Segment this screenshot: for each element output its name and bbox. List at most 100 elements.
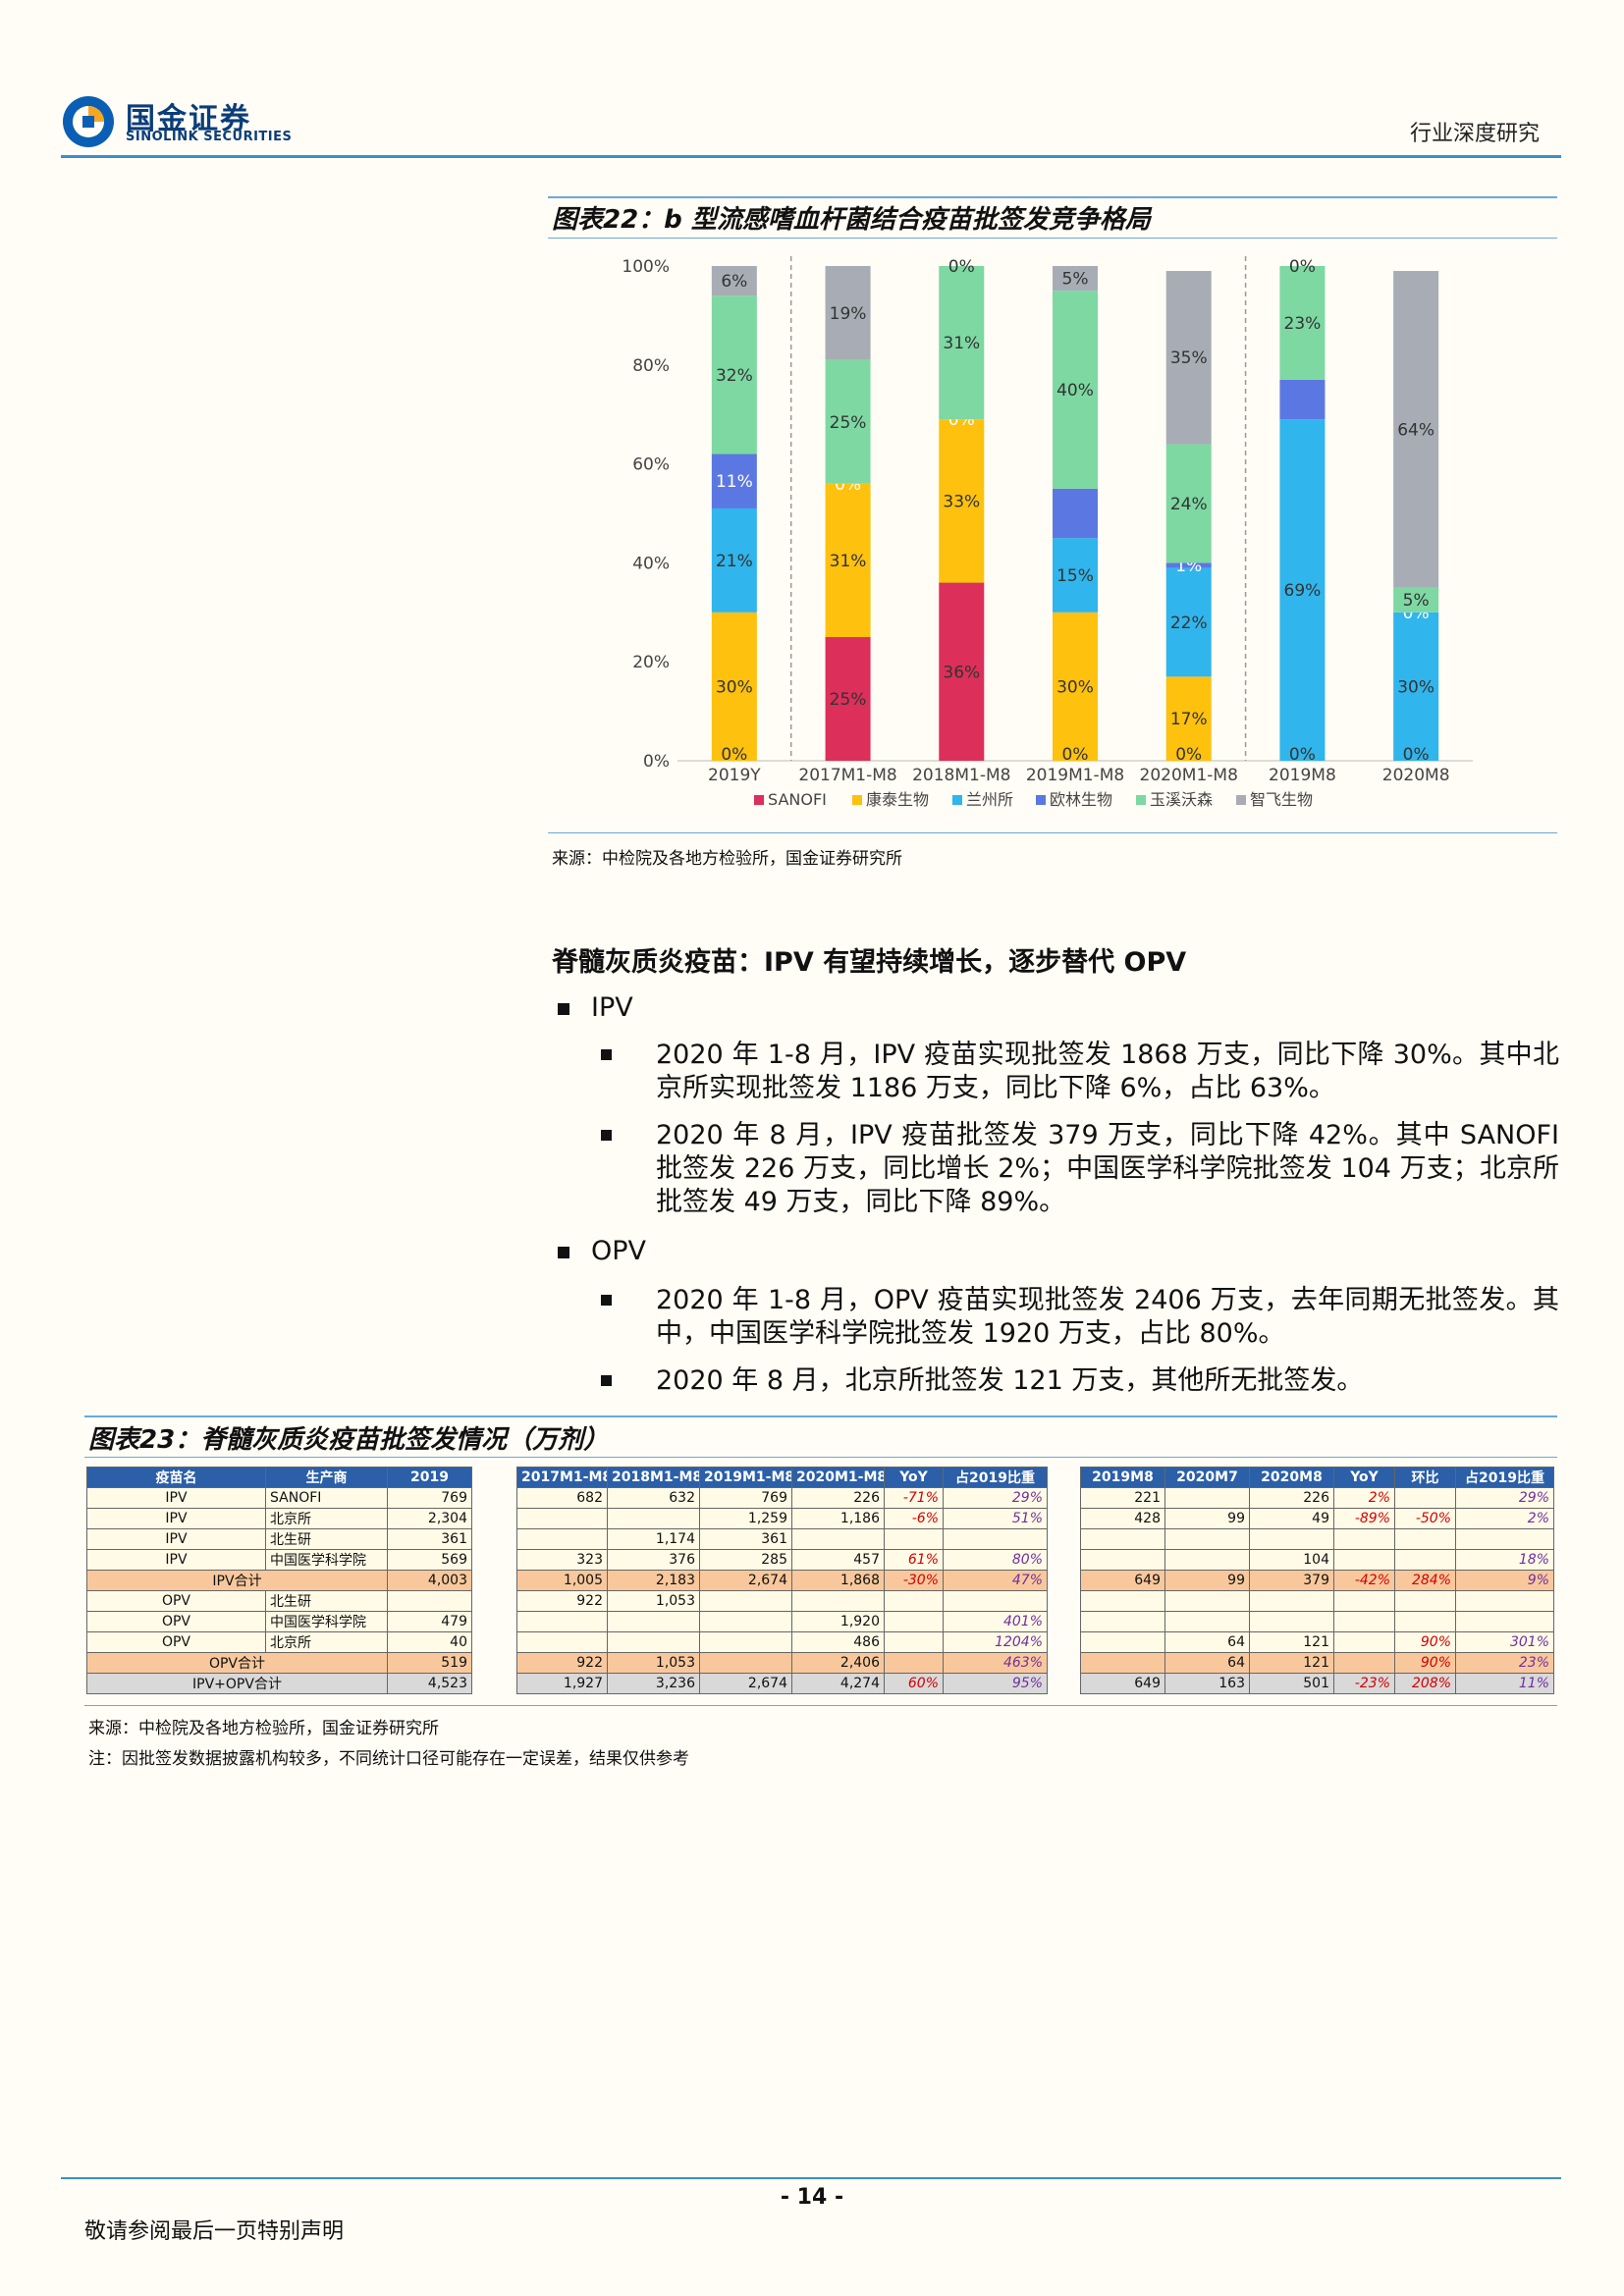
square-bullet-icon: [558, 1002, 569, 1015]
data-label: 64%: [1397, 420, 1435, 440]
value-cell: 284%: [1394, 1570, 1456, 1591]
y-tick-label: 20%: [632, 653, 670, 672]
column-header: 疫苗名: [86, 1467, 266, 1488]
report-category: 行业深度研究: [1409, 122, 1540, 146]
value-cell: 1,005: [516, 1570, 608, 1591]
legend-swatch: [952, 795, 962, 805]
table-row: 323 376 285 457 61% 80%: [516, 1549, 1048, 1571]
value-cell: 60%: [884, 1673, 944, 1694]
value-cell: 1,053: [607, 1652, 700, 1674]
value-cell: 2%: [1333, 1487, 1395, 1509]
table-row: IPV+OPV合计 4,523: [86, 1673, 472, 1694]
value-cell: 163: [1164, 1673, 1250, 1694]
data-label: 30%: [1056, 677, 1094, 697]
value-cell: [1333, 1590, 1395, 1612]
bar-segment: [1279, 379, 1326, 420]
value-cell: 99: [1164, 1508, 1250, 1529]
table-row: IPV 北生研 361: [86, 1528, 472, 1550]
data-label: 30%: [1397, 677, 1435, 697]
value-cell: [1164, 1487, 1250, 1509]
fig23-bottom-rule: [84, 1705, 1557, 1706]
value-cell: 569: [387, 1549, 472, 1571]
data-label: 32%: [716, 366, 753, 386]
value-cell: [1080, 1631, 1165, 1653]
column-header: 2018M1-M8: [607, 1467, 700, 1488]
vaccine-name-cell: OPV: [86, 1611, 266, 1632]
logo-text-cn: 国金证券: [126, 102, 251, 136]
vaccine-name-cell: OPV: [86, 1590, 266, 1612]
data-label: 35%: [1170, 348, 1208, 368]
table-row: [1080, 1611, 1554, 1632]
legend-label: 玉溪沃森: [1150, 790, 1213, 809]
value-cell: [1080, 1611, 1165, 1632]
bullet-ipv-label: IPV: [591, 992, 633, 1023]
bar-segment: [1165, 444, 1212, 563]
bar-segment: [711, 295, 757, 454]
value-cell: 18%: [1455, 1549, 1554, 1571]
value-cell: 376: [607, 1549, 700, 1571]
bar-segment: [1165, 271, 1212, 445]
value-cell: [884, 1652, 944, 1674]
legend-label: SANOFI: [768, 790, 827, 809]
table-header-row: 2017M1-M8 2018M1-M8 2019M1-M8 2020M1-M8 YoY 占…: [516, 1467, 1048, 1488]
bar-segment: [1053, 291, 1098, 489]
table-row: OPV 北京所 40: [86, 1631, 472, 1653]
bar-segment: [825, 359, 871, 484]
bar-segment: [1279, 266, 1326, 380]
value-cell: 95%: [943, 1673, 1048, 1694]
row-label: IPV合计: [86, 1570, 388, 1591]
y-tick-label: 100%: [622, 257, 670, 277]
value-cell: 1,868: [791, 1570, 885, 1591]
value-cell: 401%: [943, 1611, 1048, 1632]
table-row: 1,259 1,186 -6% 51%: [516, 1508, 1048, 1529]
table-row: 649 163 501 -23% 208% 11%: [1080, 1673, 1554, 1694]
ipv-point-1-text: 2020 年 1-8 月，IPV 疫苗实现批签发 1868 万支，同比下降 30…: [656, 1040, 1559, 1103]
value-cell: 64: [1164, 1631, 1250, 1653]
data-label: 36%: [943, 663, 980, 682]
value-cell: 632: [607, 1487, 700, 1509]
data-label: 19%: [830, 304, 867, 324]
footer-disclaimer: 敬请参阅最后一页特别声明: [84, 2219, 345, 2244]
legend-swatch: [754, 795, 764, 805]
value-cell: [1394, 1487, 1456, 1509]
column-header: 2020M1-M8: [791, 1467, 885, 1488]
x-tick-label: 2019M8: [1269, 766, 1336, 785]
column-header: 2020M8: [1249, 1467, 1334, 1488]
value-cell: 11%: [1455, 1673, 1554, 1694]
data-label: 17%: [1170, 710, 1208, 729]
value-cell: [516, 1508, 608, 1529]
legend-label: 欧林生物: [1050, 790, 1112, 809]
value-cell: [607, 1631, 700, 1653]
value-cell: 1204%: [943, 1631, 1048, 1653]
value-cell: [1249, 1590, 1334, 1612]
value-cell: -30%: [884, 1570, 944, 1591]
data-label: 0%: [1175, 745, 1202, 765]
fig22-top-rule: [548, 196, 1557, 198]
legend-swatch: [852, 795, 862, 805]
bullet-opv: OPV: [558, 1235, 646, 1268]
legend-swatch: [1236, 795, 1246, 805]
table-row: 428 99 49 -89% -50% 2%: [1080, 1508, 1554, 1529]
logo-text-en: SINOLINK SECURITIES: [126, 130, 293, 144]
value-cell: 519: [387, 1652, 472, 1674]
value-cell: [1333, 1652, 1395, 1674]
table-row: 922 1,053: [516, 1590, 1048, 1612]
data-label: 15%: [1056, 566, 1094, 586]
value-cell: [516, 1631, 608, 1653]
table-row: 682 632 769 226 -71% 29%: [516, 1487, 1048, 1509]
value-cell: [1080, 1590, 1165, 1612]
data-label: 24%: [1170, 495, 1208, 514]
value-cell: 649: [1080, 1570, 1165, 1591]
value-cell: 64: [1164, 1652, 1250, 1674]
value-cell: 361: [699, 1528, 792, 1550]
data-label: 21%: [716, 552, 753, 571]
value-cell: -42%: [1333, 1570, 1395, 1591]
value-cell: 323: [516, 1549, 608, 1571]
bar-segment: [1279, 419, 1326, 761]
value-cell: 2%: [1455, 1508, 1554, 1529]
value-cell: 121: [1249, 1631, 1334, 1653]
value-cell: 4,274: [791, 1673, 885, 1694]
value-cell: [387, 1590, 472, 1612]
value-cell: -89%: [1333, 1508, 1395, 1529]
value-cell: 1,174: [607, 1528, 700, 1550]
